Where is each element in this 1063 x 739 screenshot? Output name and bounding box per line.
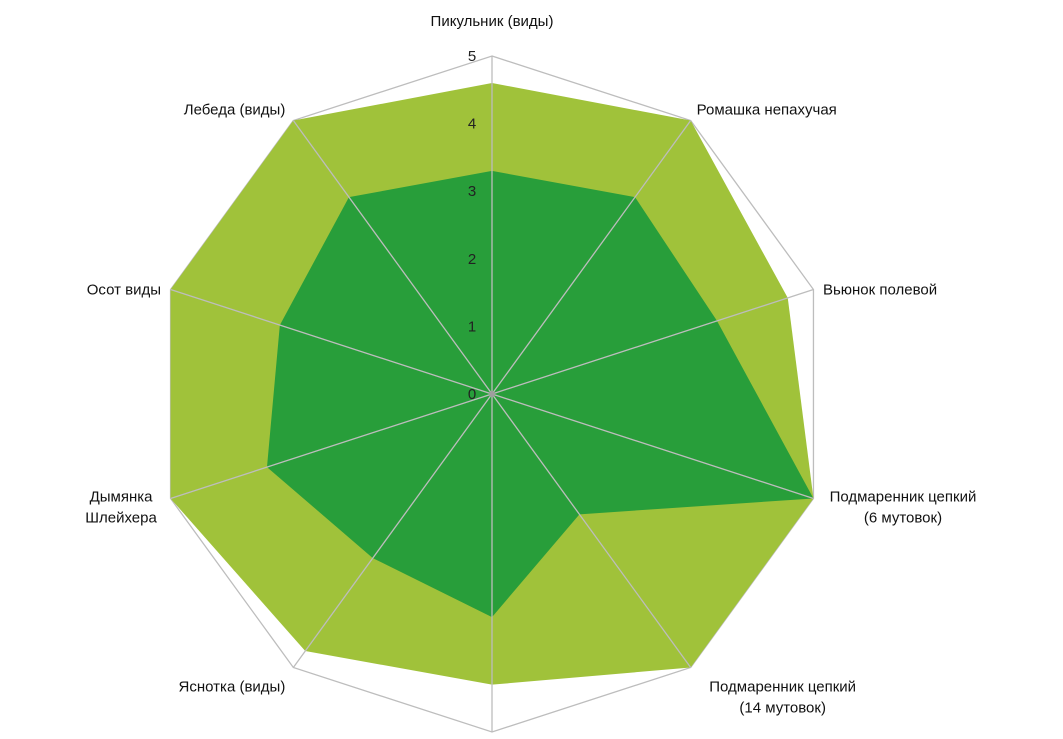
spoke-8 xyxy=(170,288,493,395)
tick-label: 4 xyxy=(468,116,476,133)
category-label: Осот виды xyxy=(87,282,161,299)
category-label: Подмаренник цепкий xyxy=(709,678,856,695)
spoke-6 xyxy=(292,393,493,668)
category-label: (6 мутовок) xyxy=(864,509,942,526)
category-label: Ромашка непахучая xyxy=(697,102,837,119)
tick-label: 5 xyxy=(468,48,476,65)
series-area-2 xyxy=(266,170,814,618)
center-dot xyxy=(489,391,495,397)
radar-category-labels: Пикульник (виды) Ромашка непахучая Вьюнок … xyxy=(85,13,976,716)
radar-spokes xyxy=(170,56,814,732)
spoke-4 xyxy=(491,393,692,668)
radar-tick-labels: 0 1 2 3 4 5 xyxy=(468,48,476,403)
spoke-1 xyxy=(491,120,692,395)
spoke-7 xyxy=(170,393,493,500)
spoke-2 xyxy=(491,288,814,395)
category-label: (14 мутовок) xyxy=(739,699,826,716)
spoke-9 xyxy=(292,120,493,395)
tick-label: 1 xyxy=(468,318,476,335)
spoke-3 xyxy=(491,393,814,500)
category-label: Яснотка (виды) xyxy=(179,678,286,695)
category-label: Лебеда (виды) xyxy=(184,102,286,119)
tick-label: 3 xyxy=(468,183,476,200)
tick-label: 0 xyxy=(468,386,476,403)
category-label: Пикульник (виды) xyxy=(431,13,554,30)
category-label: Вьюнок полевой xyxy=(823,282,937,299)
tick-label: 2 xyxy=(468,251,476,268)
category-label: Дымянка xyxy=(90,488,154,505)
category-label: Подмаренник цепкий xyxy=(830,488,977,505)
category-label: Шлейхера xyxy=(85,509,157,526)
